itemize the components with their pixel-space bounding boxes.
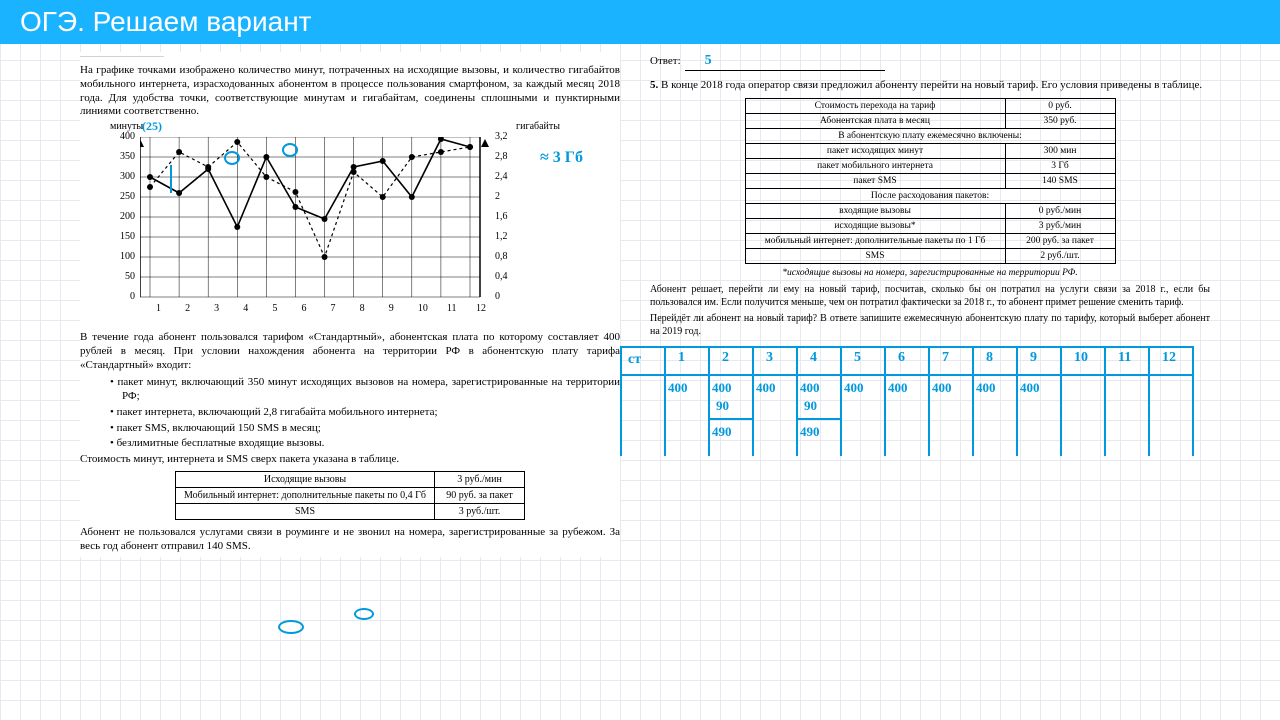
para5: Абонент решает, перейти ли ему на новый … <box>650 284 1210 309</box>
bullet: безлимитные бесплатные входящие вызовы. <box>110 437 620 451</box>
para2: В течение года абонент пользовался тариф… <box>80 331 620 372</box>
blue-mark <box>170 165 172 193</box>
table1: Исходящие вызовы3 руб./минМобильный инте… <box>175 471 525 520</box>
bullet: пакет интернета, включающий 2,8 гигабайт… <box>110 406 620 420</box>
chart-svg <box>140 137 490 307</box>
annotation-3gb: ≈ 3 Гб <box>540 149 583 167</box>
intro-text: На графике точками изображено количество… <box>80 64 620 119</box>
q5: 5. В конце 2018 года оператор связи пред… <box>650 79 1210 93</box>
bullet: пакет минут, включающий 350 минут исходя… <box>110 376 620 404</box>
circle-04 <box>278 620 304 634</box>
footnote: *исходящие вызовы на номера, зарегистрир… <box>650 268 1210 280</box>
tiny-header: ———————————— <box>80 52 620 60</box>
page-header: ОГЭ. Решаем вариант <box>0 0 1280 44</box>
bullet: пакет SMS, включающий 150 SMS в месяц; <box>110 422 620 436</box>
chart: минуты гигабайты (25) ≈ 3 Гб 05010015020… <box>80 125 620 325</box>
circle-90 <box>354 608 374 620</box>
right-column: Ответ:5 5. В конце 2018 года оператор св… <box>650 52 1210 557</box>
para6: Перейдёт ли абонент на новый тариф? В от… <box>650 313 1210 338</box>
table2: Стоимость перехода на тариф0 руб.Абонент… <box>745 98 1116 264</box>
left-column: ———————————— На графике точками изображе… <box>80 52 620 557</box>
answer-line: Ответ:5 <box>650 52 1210 71</box>
ylabel-right: гигабайты <box>516 121 560 132</box>
circle-annotation <box>282 143 298 157</box>
annotation-25: (25) <box>142 119 162 134</box>
circle-annotation <box>224 151 240 165</box>
para3: Стоимость минут, интернета и SMS сверх п… <box>80 453 620 467</box>
para4: Абонент не пользовался услугами связи в … <box>80 526 620 554</box>
